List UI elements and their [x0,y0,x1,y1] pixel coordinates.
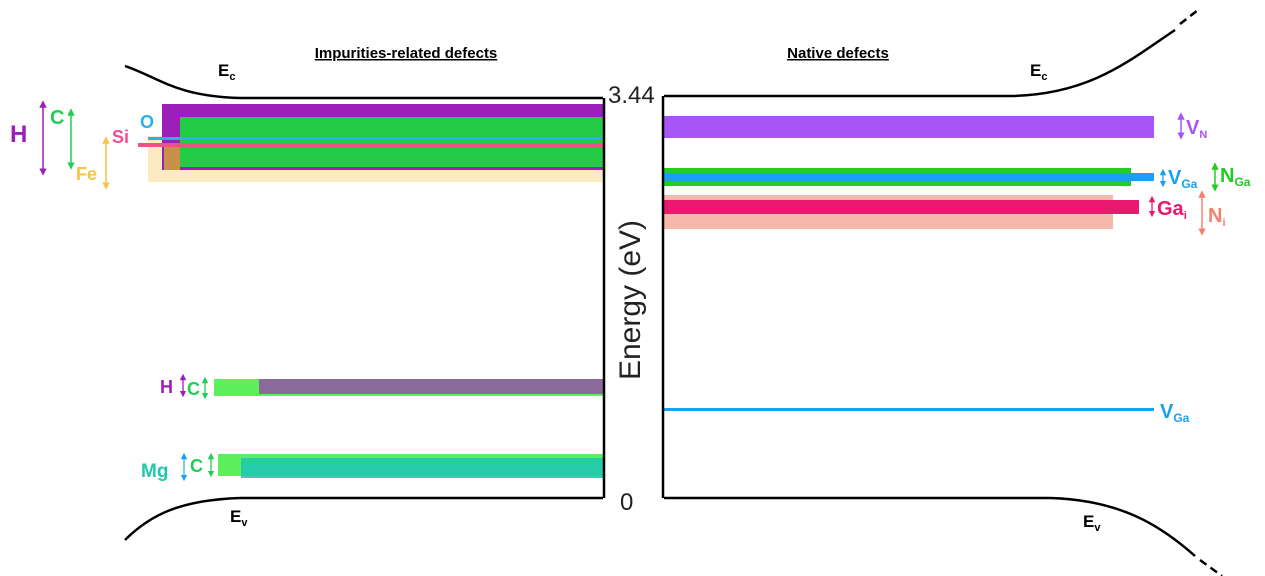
gai-defect-band [664,200,1139,214]
right-valence-band-label: Ev [1083,512,1101,534]
o-label: O [140,112,154,132]
mg-label: Mg [141,461,168,482]
si-label: Si [112,127,129,147]
axis-title: Energy (eV) [614,220,647,380]
vga-lower-defect-line [664,408,1154,411]
left-valence-band-curve [124,496,603,541]
nga-label: NGa [1220,165,1251,189]
c-defect-band [180,117,603,167]
si-fe-overlap-band [164,143,180,170]
left-panel-title: Impurities-related defects [315,45,498,62]
vga-upper-label: VGa [1168,167,1198,191]
c-mid-label: C [187,379,200,399]
fe-label: Fe [76,164,97,184]
h-mid-label: H [160,377,173,397]
mg-defect-band [241,458,603,478]
ni-label: Ni [1208,205,1226,229]
vga-upper-defect-band [664,173,1154,181]
left-panel: Impurities-related defects Ec Ev H C Fe … [10,45,606,541]
vga-lower-label: VGa [1160,401,1190,425]
right-valence-band-curve [664,496,1196,557]
vn-defect-band [664,116,1154,138]
left-conduction-band-curve [124,64,603,100]
axis-bottom-value: 0 [620,489,633,516]
gai-label: Gai [1157,198,1187,222]
c-low-label: C [190,456,203,476]
axis-top-value: 3.44 [608,82,655,109]
right-conduction-band-label: Ec [1030,61,1047,83]
h-mid-defect-band [259,379,603,394]
right-valence-band-dash [1199,558,1223,576]
right-panel: Native defects Ec Ev VN VGa NGa [661,9,1251,576]
right-panel-title: Native defects [787,45,889,62]
left-conduction-band-label: Ec [218,61,235,83]
si-defect-line [138,143,603,147]
right-conduction-band-dash [1179,9,1199,25]
o-defect-line [148,137,603,140]
energy-axis: 3.44 0 Energy (eV) [608,82,655,516]
right-conduction-band-curve [664,28,1176,98]
vn-label: VN [1186,117,1207,141]
left-valence-band-label: Ev [230,507,248,529]
c-label: C [50,107,64,129]
h-label: H [10,121,27,148]
